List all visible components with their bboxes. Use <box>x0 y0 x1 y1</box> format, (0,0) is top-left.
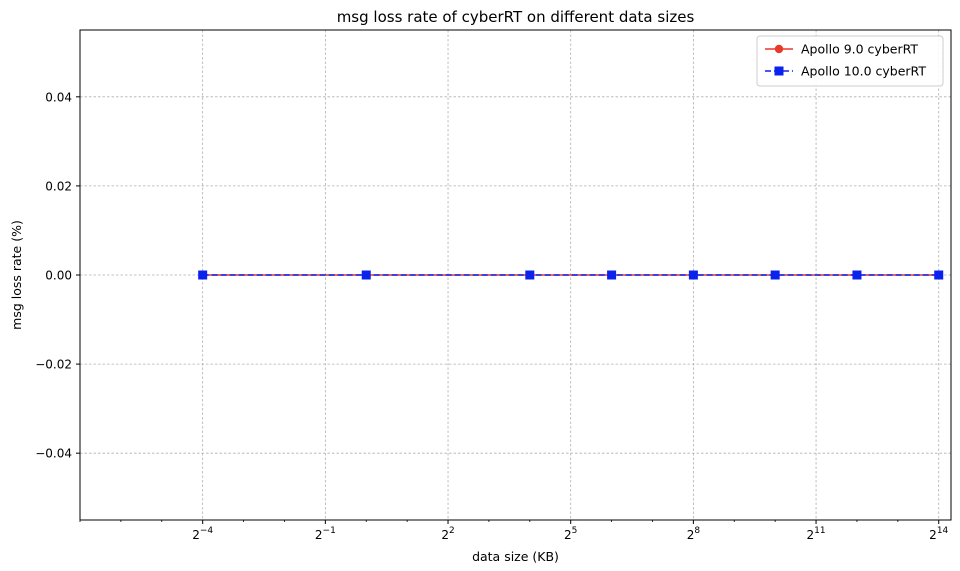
legend-item: Apollo 10.0 cyberRT <box>765 64 926 79</box>
x-axis: 2−4 2−1 22 25 28 211 214 <box>79 520 949 542</box>
data-point <box>770 270 780 280</box>
x-tick-label: 2−4 <box>192 526 213 542</box>
data-point <box>198 270 208 280</box>
x-tick-label: 214 <box>929 526 948 542</box>
legend: Apollo 9.0 cyberRT Apollo 10.0 cyberRT <box>756 35 944 87</box>
y-tick-label: −0.02 <box>35 358 72 372</box>
series-2 <box>198 270 944 280</box>
y-axis-label: msg loss rate (%) <box>9 220 24 330</box>
legend-marker <box>774 44 784 54</box>
y-tick-label: −0.04 <box>35 447 72 461</box>
data-point <box>852 270 862 280</box>
y-tick-label: 0.04 <box>45 90 72 104</box>
data-point <box>361 270 371 280</box>
legend-label: Apollo 9.0 cyberRT <box>801 42 918 57</box>
x-tick-label: 2−1 <box>315 526 336 542</box>
x-tick-label: 25 <box>564 526 577 542</box>
data-point <box>525 270 535 280</box>
legend-box <box>756 35 944 87</box>
series-layer <box>198 270 944 280</box>
x-tick-label: 22 <box>441 526 454 542</box>
x-tick-label: 211 <box>807 526 826 542</box>
chart-title: msg loss rate of cyberRT on different da… <box>337 8 695 26</box>
legend-item: Apollo 9.0 cyberRT <box>765 42 918 57</box>
data-point <box>934 270 944 280</box>
legend-label: Apollo 10.0 cyberRT <box>801 64 926 79</box>
y-tick-label: 0.00 <box>45 269 72 283</box>
data-point <box>688 270 698 280</box>
data-point <box>607 270 617 280</box>
x-axis-label: data size (KB) <box>472 549 559 564</box>
y-axis: −0.04 −0.02 0.00 0.02 0.04 <box>35 90 80 461</box>
legend-marker <box>774 66 784 76</box>
x-tick-label: 28 <box>687 526 701 542</box>
y-tick-label: 0.02 <box>45 179 72 193</box>
